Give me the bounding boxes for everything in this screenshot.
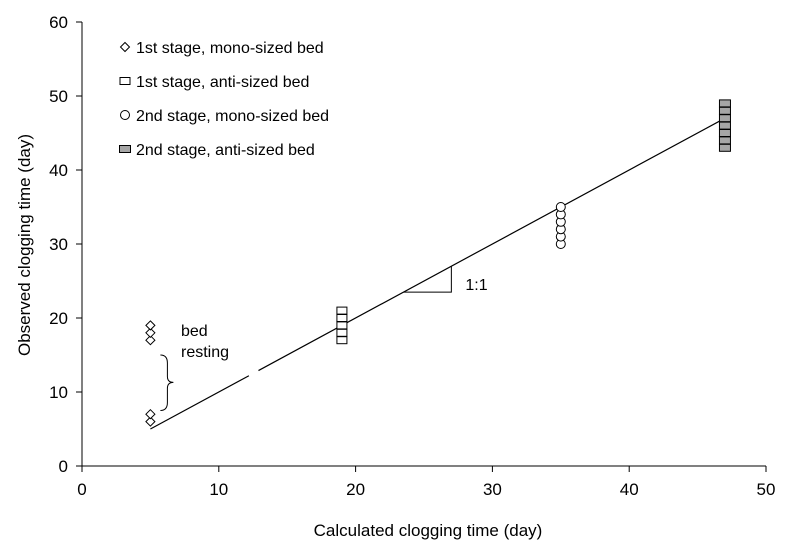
legend-marker-2	[119, 77, 131, 85]
y-tick-label: 20	[49, 309, 68, 328]
data-point-series-2	[336, 321, 348, 330]
x-tick-label: 50	[757, 480, 776, 499]
data-point-series-2	[336, 336, 348, 345]
data-point-series-4	[718, 99, 731, 108]
legend-marker-3	[120, 110, 130, 120]
bed-resting-brace	[160, 354, 174, 411]
bed-label-line2: resting	[181, 344, 229, 361]
y-tick-label: 60	[49, 13, 68, 32]
legend-label-2: 1st stage, anti-sized bed	[136, 74, 309, 91]
legend-marker-4	[119, 145, 131, 153]
data-point-series-1	[145, 320, 156, 331]
data-point-series-4	[718, 129, 731, 137]
y-tick-label: 30	[49, 235, 68, 254]
bed-label-line1: bed	[181, 323, 208, 340]
slope-label: 1:1	[465, 277, 487, 294]
y-tick-label: 50	[49, 87, 68, 106]
data-point-series-2	[336, 328, 348, 337]
data-point-series-1	[145, 334, 156, 346]
reference-line-group	[150, 117, 726, 430]
legend-label-1: 1st stage, mono-sized bed	[136, 40, 324, 57]
data-points	[145, 99, 731, 427]
y-tick-label: 40	[49, 161, 68, 180]
data-point-series-2	[336, 306, 348, 315]
y-tick-label: 10	[49, 383, 68, 402]
slope-triangle	[403, 266, 452, 293]
legend: 1st stage, mono-sized bed 1st stage, anti…	[119, 40, 329, 159]
annotations: 1:1 bed resting	[160, 266, 488, 411]
reference-line-segment	[258, 117, 726, 372]
y-tick-label: 0	[59, 457, 68, 476]
axes: 0 10 20 30 40 50 0 10 20 30 40 50 60	[49, 13, 775, 499]
x-tick-label: 0	[77, 480, 86, 499]
legend-marker-1	[119, 41, 131, 53]
reference-line-segment	[150, 375, 250, 430]
x-tick-label: 30	[483, 480, 502, 499]
data-point-series-2	[336, 314, 348, 322]
data-point-series-4	[718, 114, 731, 123]
data-point-series-4	[718, 143, 731, 152]
data-point-series-1	[145, 327, 156, 339]
data-point-series-1	[145, 408, 156, 420]
x-tick-label: 20	[346, 480, 365, 499]
x-tick-label: 10	[209, 480, 228, 499]
data-point-series-3	[555, 202, 566, 212]
data-point-series-1	[145, 416, 156, 427]
legend-label-4: 2nd stage, anti-sized bed	[136, 142, 315, 159]
data-point-series-4	[718, 136, 731, 145]
data-point-series-4	[718, 106, 731, 115]
x-tick-label: 40	[620, 480, 639, 499]
data-point-series-4	[718, 121, 731, 130]
y-axis-label: Observed clogging time (day)	[15, 134, 34, 356]
x-axis-label: Calculated clogging time (day)	[314, 521, 543, 540]
legend-label-3: 2nd stage, mono-sized bed	[136, 108, 329, 125]
